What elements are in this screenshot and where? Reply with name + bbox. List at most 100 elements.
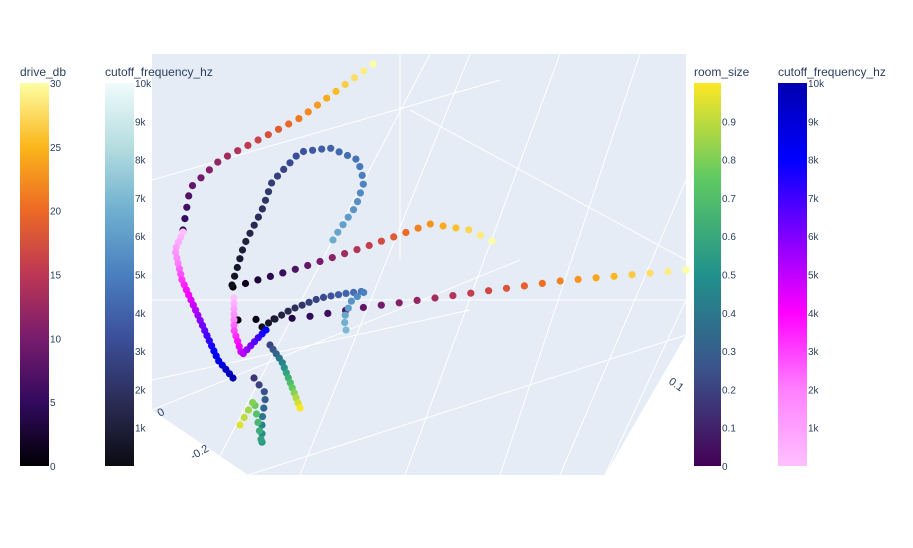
scatter-point [239,246,246,253]
colorbar-tick-label: 4k [135,309,147,320]
scatter-point [467,290,474,297]
scatter-point [256,427,263,434]
scatter-point [246,230,253,237]
scatter-point [342,326,349,333]
colorbar-title: cutoff_frequency_hz [105,65,213,79]
scatter-point [488,237,495,244]
scatter-point [274,173,281,180]
scatter-point [304,262,311,269]
scatter-point [292,266,299,273]
scatter-point [183,204,190,211]
scatter-point [279,269,286,276]
scatter-point [296,404,303,411]
scatter-point [295,115,302,122]
scatter-point [415,225,422,232]
colorbar-tick-label: 0.5 [722,271,736,282]
colorbar-tick-label: 0.2 [722,385,736,396]
colorbar-gradient [20,83,49,466]
scatter-point [452,224,459,231]
scatter-point [335,291,342,298]
colorbar-tick-label: 20 [50,207,62,218]
scatter-point [369,60,376,67]
scatter-point [278,312,285,319]
colorbar-tick-label: 8k [808,156,820,167]
scatter-point [305,108,312,115]
scatter-point [236,255,243,262]
scatter-point [244,142,251,149]
scatter-point [345,214,352,221]
scatter-point [262,197,269,204]
scatter-point [352,156,359,163]
scatter-point [664,268,671,275]
colorbar-title: cutoff_frequency_hz [778,65,886,79]
scatter-point [242,238,249,245]
scatter-point [214,159,221,166]
scatter-point [354,198,361,205]
scatter-point [503,285,510,292]
scatter-point [336,148,343,155]
scatter-point [360,304,367,311]
scatter-point [256,381,263,388]
colorbar-tick-label: 0 [722,462,728,473]
scatter-point [354,293,361,300]
scatter-point [332,88,339,95]
colorbar-tick-label: 5k [135,271,147,282]
scatter-point [348,298,355,305]
scatter-point [229,374,236,381]
colorbar-tick-label: 10k [808,79,825,90]
colorbar-tick-label: 9k [135,117,147,128]
scatter-point [253,410,260,417]
scatter-point [320,294,327,301]
colorbar-gradient [694,83,721,466]
scatter-point [339,221,346,228]
colorbar-tick-label: 9k [808,117,820,128]
scatter-point [360,67,367,74]
scatter-point [342,312,349,319]
scatter-point [267,273,274,280]
colorbar-tick-label: 4k [808,309,820,320]
scatter-point [539,280,546,287]
colorbar-tick-label: 5 [50,398,56,409]
scatter-point [350,206,357,213]
scatter-point [414,297,421,304]
scatter-point [646,270,653,277]
scatter-point [265,131,272,138]
scatter-point [378,302,385,309]
colorbar-tick-label: 5k [808,271,820,282]
scatter-point [299,302,306,309]
scatter-point [306,299,313,306]
scatter-point [309,147,316,154]
scatter-point [262,396,269,403]
colorbar-tick-label: 1k [135,424,147,435]
scatter-point [396,299,403,306]
scatter-point [293,153,300,160]
scatter-point [265,188,272,195]
colorbar-tick-label: 3k [135,347,147,358]
colorbar-title: room_size [694,65,750,79]
scatter-point [275,126,282,133]
colorbar-tick-label: 8k [135,156,147,167]
colorbar-tick-label: 10k [135,79,152,90]
scatter-point [682,266,689,273]
scatter-point [521,282,528,289]
scatter-point [342,81,349,88]
scatter-point [427,220,434,227]
scatter-point [356,163,363,170]
colorbar-tick-label: 1k [808,424,820,435]
scatter-point [329,254,336,261]
scatter-point [259,205,266,212]
colorbar-tick-label: 25 [50,143,62,154]
scatter-point [251,222,258,229]
colorbar-tick-label: 0.6 [722,232,736,243]
scatter-point [234,147,241,154]
scatter-point [255,214,262,221]
colorbar-room-size: room_size 0 0.1 0.2 0.3 0.4 0.5 0.6 0.7 0.8 0.9 [694,65,750,473]
scatter-point [262,326,269,333]
colorbar-title: drive_db [20,65,66,79]
scatter-point [360,181,367,188]
colorbar-gradient [778,83,807,466]
scatter-point [249,399,256,406]
3d-scene[interactable]: 0 -0.2 0.1 [152,54,690,475]
colorbar-tick-label: 30 [50,79,62,90]
